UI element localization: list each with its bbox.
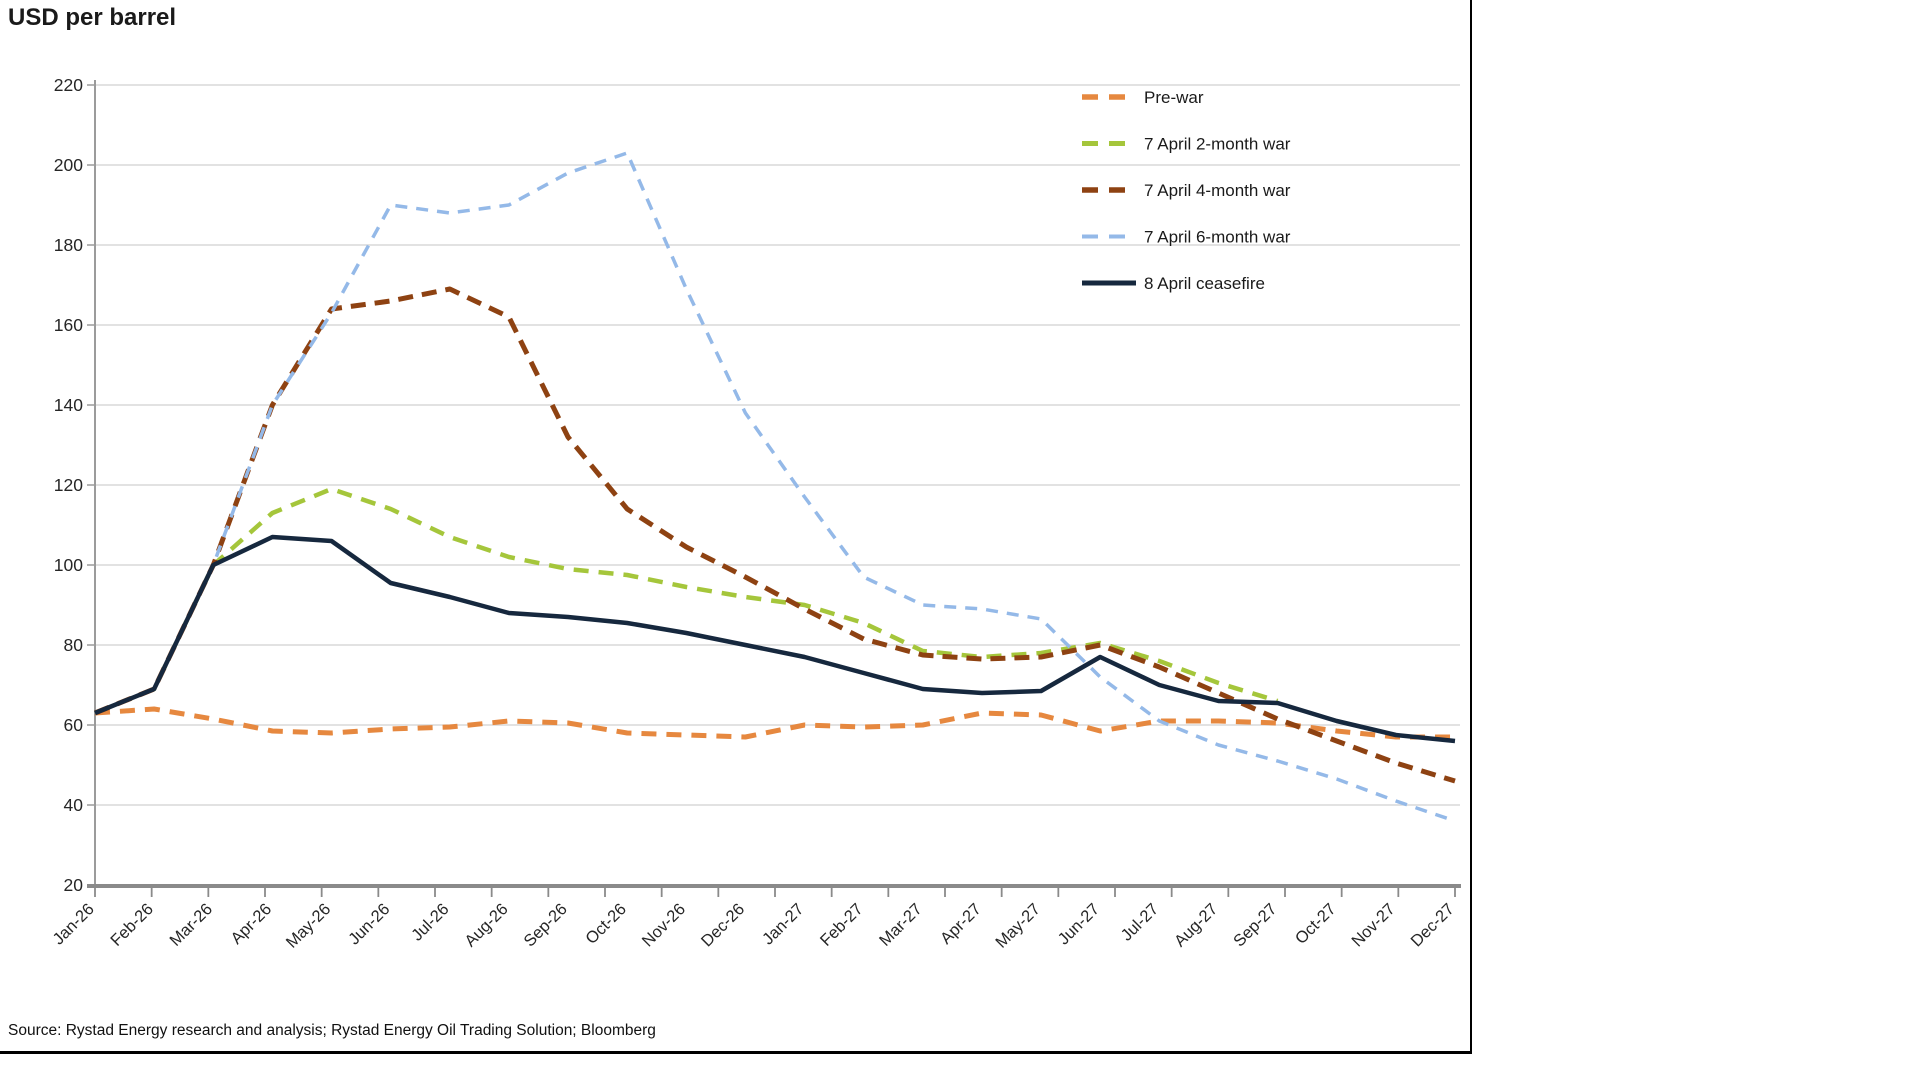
x-axis-label: Nov-27 xyxy=(1348,900,1398,950)
x-axis-label: Jul-27 xyxy=(1118,900,1163,945)
source-line: Source: Rystad Energy research and analy… xyxy=(8,1022,656,1039)
y-axis-label: 60 xyxy=(64,715,84,735)
series-line-7-april-4-month-war xyxy=(94,286,1456,784)
x-axis-label: Nov-26 xyxy=(639,900,689,950)
y-axis-label: 120 xyxy=(54,475,83,495)
x-axis-label: Jun-26 xyxy=(345,900,393,948)
chart-frame: USD per barrel 20 40 60 80 100 120 140 160 180 20… xyxy=(0,0,1472,1054)
series-line-7-april-2-month-war xyxy=(94,486,1279,716)
y-axis-label: 100 xyxy=(54,555,83,575)
series-line-pre-war xyxy=(94,706,1455,740)
series-line-8-april-ceasefire xyxy=(94,534,1456,744)
legend-label-7-april-2-month-war: 7 April 2-month war xyxy=(1144,135,1291,154)
x-axis-label: Jul-26 xyxy=(408,900,453,945)
legend-label-7-april-6-month-war: 7 April 6-month war xyxy=(1144,228,1291,247)
chart-title: USD per barrel xyxy=(8,4,177,31)
y-axis-label: 40 xyxy=(64,795,84,815)
x-axis-label: Mar-26 xyxy=(166,900,216,950)
x-axis-label: Feb-27 xyxy=(817,900,867,950)
x-axis-label: Apr-27 xyxy=(937,900,985,948)
x-axis-label: Mar-27 xyxy=(876,900,926,950)
y-axis-label: 140 xyxy=(54,395,83,415)
x-axis-label: May-27 xyxy=(992,900,1044,952)
x-axis-label: Apr-26 xyxy=(227,900,275,948)
x-axis-label: Dec-27 xyxy=(1407,900,1457,950)
x-axis-label: Oct-27 xyxy=(1292,900,1340,948)
y-axis-label: 200 xyxy=(54,155,83,175)
x-axis-label: May-26 xyxy=(283,900,335,952)
y-axis-label: 80 xyxy=(64,635,84,655)
x-axis-label: Aug-27 xyxy=(1171,900,1221,950)
x-axis-label: Sep-27 xyxy=(1230,900,1280,950)
legend-label-7-april-4-month-war: 7 April 4-month war xyxy=(1144,181,1291,200)
x-axis-label: Oct-26 xyxy=(582,900,630,948)
y-axis-label: 20 xyxy=(64,875,84,895)
series-line-7-april-6-month-war xyxy=(94,151,1456,823)
x-axis-label: Jun-27 xyxy=(1055,900,1103,948)
x-axis-label: Feb-26 xyxy=(107,900,157,950)
y-axis-label: 160 xyxy=(54,315,83,335)
y-axis-label: 220 xyxy=(54,75,83,95)
legend-label-pre-war: Pre-war xyxy=(1144,88,1204,107)
x-axis-label: Jan-26 xyxy=(49,900,97,948)
y-axis-label: 180 xyxy=(54,235,83,255)
x-axis-label: Dec-26 xyxy=(698,900,748,950)
x-axis-label: Jan-27 xyxy=(759,900,807,948)
legend-label-8-april-ceasefire: 8 April ceasefire xyxy=(1144,274,1265,293)
x-axis-label: Sep-26 xyxy=(521,900,571,950)
x-axis-label: Aug-26 xyxy=(461,900,511,950)
